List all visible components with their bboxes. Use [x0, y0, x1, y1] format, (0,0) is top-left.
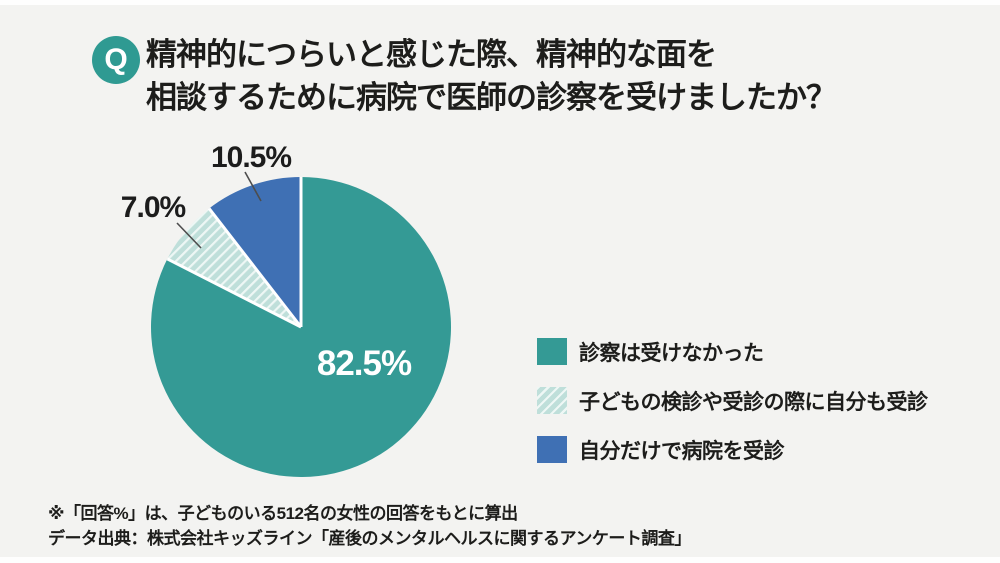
- pie-value-label-teal: 82.5%: [316, 344, 412, 383]
- pie-slice-with-child-visit: [167, 208, 301, 327]
- footer-notes: ※「回答%」は、子どものいる512名の女性の回答をもとに算出 データ出典：株式会…: [48, 501, 691, 551]
- legend-item-self-visit: 自分だけで病院を受診: [537, 436, 928, 463]
- legend-label: 診察は受けなかった: [579, 341, 764, 365]
- bottom-white-strip: [0, 557, 1000, 563]
- pie-value-label-striped: 7.0%: [120, 191, 186, 224]
- leader-line-10-5: [244, 171, 262, 202]
- footnote-calculation: ※「回答%」は、子どものいる512名の女性の回答をもとに算出: [48, 504, 518, 523]
- slice-separators: [166, 177, 303, 329]
- legend-swatch-teal: [537, 338, 567, 365]
- legend-swatch-blue: [537, 436, 567, 463]
- legend: 診察は受けなかった 子どもの検診や受診の際に自分も受診 自分だけで病院を受診: [537, 338, 928, 485]
- pie-slice-no-consultation: [151, 177, 452, 478]
- top-white-strip: [0, 0, 1000, 5]
- page-title: 精神的につらいと感じた際、精神的な面を 相談するために病院で医師の診察を受けまし…: [146, 33, 837, 119]
- leader-line-7-0: [176, 222, 202, 249]
- question-badge: Q: [92, 36, 140, 84]
- footnote-source: データ出典：株式会社キッズライン「産後のメンタルヘルスに関するアンケート調査」: [48, 529, 691, 548]
- legend-label: 子どもの検診や受診の際に自分も受診: [579, 390, 928, 414]
- pie-value-label-blue: 10.5%: [210, 141, 292, 174]
- title-line-2: 相談するために病院で医師の診察を受けましたか？: [146, 80, 837, 115]
- legend-swatch-striped: [537, 387, 567, 414]
- title-line-1: 精神的につらいと感じた際、精神的な面を: [146, 37, 717, 72]
- legend-item-no-consultation: 診察は受けなかった: [537, 338, 928, 365]
- legend-label: 自分だけで病院を受診: [579, 439, 785, 463]
- legend-item-with-child-visit: 子どもの検診や受診の際に自分も受診: [537, 387, 928, 414]
- question-badge-letter: Q: [104, 43, 128, 76]
- pie-slice-self-visit: [209, 177, 301, 327]
